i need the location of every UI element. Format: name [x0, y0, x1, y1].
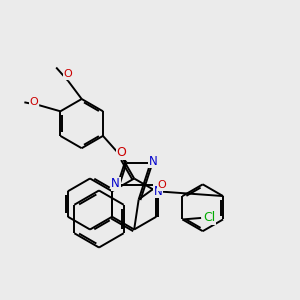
Text: N: N — [153, 185, 162, 198]
Text: O: O — [30, 97, 38, 107]
Text: Cl: Cl — [203, 212, 216, 224]
Text: N: N — [111, 177, 120, 190]
Text: O: O — [157, 180, 166, 190]
Text: O: O — [116, 146, 126, 159]
Text: N: N — [149, 154, 158, 168]
Text: O: O — [64, 69, 73, 80]
